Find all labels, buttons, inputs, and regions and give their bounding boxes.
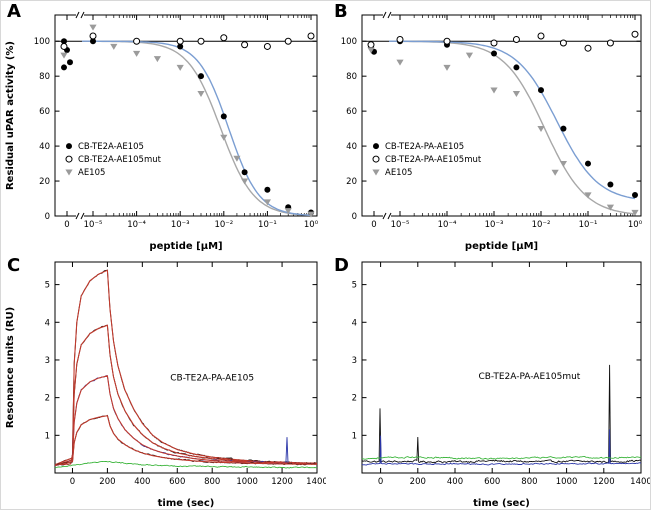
svg-text:1000: 1000 [236, 477, 258, 487]
svg-text:AE105: AE105 [78, 168, 105, 178]
svg-text:5: 5 [352, 281, 357, 291]
svg-text:800: 800 [204, 477, 220, 487]
svg-text:60: 60 [346, 107, 357, 117]
svg-text:1: 1 [352, 431, 357, 441]
svg-text:0: 0 [64, 220, 69, 230]
svg-text:4: 4 [45, 318, 50, 328]
svg-text:0: 0 [352, 212, 357, 222]
svg-text:2: 2 [352, 394, 357, 404]
svg-text:200: 200 [99, 477, 115, 487]
svg-text:800: 800 [521, 477, 537, 487]
svg-text:CB-TE2A-PA-AE105: CB-TE2A-PA-AE105 [385, 142, 464, 152]
svg-text:0: 0 [378, 477, 383, 487]
svg-text:CB-TE2A-AE105: CB-TE2A-AE105 [78, 142, 144, 152]
svg-text:peptide [μM]: peptide [μM] [149, 241, 222, 252]
svg-text:100: 100 [341, 37, 357, 47]
svg-text:400: 400 [134, 477, 150, 487]
svg-text:time (sec): time (sec) [473, 498, 530, 509]
chart-d-sensorgram: 1 2 3 4 5 0 200 400 600 800 1000 1200 1400 CB-TE2A-PA… [352, 261, 650, 509]
panel-label-a: A [7, 1, 21, 22]
svg-text:peptide [μM]: peptide [μM] [465, 241, 538, 252]
svg-text:40: 40 [39, 142, 50, 152]
svg-text:10⁻¹: 10⁻¹ [579, 220, 598, 230]
panel-label-d: D [334, 255, 349, 276]
top-row: 0 20 40 60 80 100 0 10⁻⁵ 10⁻⁴ 10⁻³ 10⁻² 10⁻¹ 10⁰ CB-T… [1, 1, 650, 254]
panel-label-c: C [7, 255, 21, 276]
chart-c-sensorgram: 1 2 3 4 5 0 200 400 600 800 1000 1200 1400 CB-TE2A-PA… [5, 261, 326, 509]
svg-text:10⁻²: 10⁻² [532, 220, 551, 230]
svg-text:20: 20 [346, 177, 357, 187]
svg-text:0: 0 [371, 220, 376, 230]
svg-text:0: 0 [45, 212, 50, 222]
svg-text:10⁻¹: 10⁻¹ [258, 220, 277, 230]
svg-text:10⁰: 10⁰ [304, 220, 319, 230]
svg-text:100: 100 [34, 37, 50, 47]
svg-text:10⁻⁴: 10⁻⁴ [127, 220, 146, 230]
svg-text:4: 4 [352, 318, 357, 328]
svg-text:1400: 1400 [630, 477, 650, 487]
svg-text:20: 20 [39, 177, 50, 187]
svg-text:3: 3 [352, 356, 357, 366]
svg-text:1200: 1200 [593, 477, 615, 487]
svg-text:CB-TE2A-PA-AE105mut: CB-TE2A-PA-AE105mut [478, 372, 580, 382]
svg-text:10⁻⁴: 10⁻⁴ [438, 220, 457, 230]
svg-text:60: 60 [39, 107, 50, 117]
svg-text:10⁻⁵: 10⁻⁵ [391, 220, 410, 230]
svg-text:200: 200 [410, 477, 426, 487]
svg-text:time (sec): time (sec) [158, 498, 215, 509]
svg-text:1400: 1400 [306, 477, 326, 487]
svg-text:CB-TE2A-AE105mut: CB-TE2A-AE105mut [78, 155, 162, 165]
svg-text:400: 400 [447, 477, 463, 487]
svg-text:10⁻²: 10⁻² [214, 220, 233, 230]
svg-text:10⁻³: 10⁻³ [485, 220, 504, 230]
svg-text:CB-TE2A-PA-AE105mut: CB-TE2A-PA-AE105mut [385, 155, 482, 165]
svg-text:40: 40 [346, 142, 357, 152]
svg-text:80: 80 [39, 72, 50, 82]
svg-text:Resonance units (RU): Resonance units (RU) [5, 307, 16, 428]
svg-text:80: 80 [346, 72, 357, 82]
svg-text:Residual uPAR activity (%): Residual uPAR activity (%) [5, 41, 16, 190]
svg-text:1000: 1000 [556, 477, 578, 487]
svg-text:0: 0 [70, 477, 75, 487]
svg-text:10⁰: 10⁰ [628, 220, 643, 230]
svg-text:600: 600 [484, 477, 500, 487]
svg-text:1: 1 [45, 431, 50, 441]
svg-text:1200: 1200 [271, 477, 293, 487]
svg-text:5: 5 [45, 281, 50, 291]
svg-text:3: 3 [45, 356, 50, 366]
svg-text:2: 2 [45, 394, 50, 404]
chart-b-dose-response: 0 20 40 60 80 100 0 10⁻⁵ 10⁻⁴ 10⁻³ 10⁻² 10⁻¹ 10⁰ CB-T… [341, 11, 643, 252]
svg-text:CB-TE2A-PA-AE105: CB-TE2A-PA-AE105 [170, 374, 254, 384]
bottom-row: 1 2 3 4 5 0 200 400 600 800 1000 1200 1400 CB-TE2A-PA… [1, 254, 650, 509]
svg-text:AE105: AE105 [385, 168, 412, 178]
chart-a-dose-response: 0 20 40 60 80 100 0 10⁻⁵ 10⁻⁴ 10⁻³ 10⁻² 10⁻¹ 10⁰ CB-T… [5, 11, 319, 252]
svg-text:10⁻³: 10⁻³ [171, 220, 190, 230]
svg-text:10⁻⁵: 10⁻⁵ [84, 220, 103, 230]
panel-label-b: B [334, 1, 348, 22]
svg-text:600: 600 [169, 477, 185, 487]
